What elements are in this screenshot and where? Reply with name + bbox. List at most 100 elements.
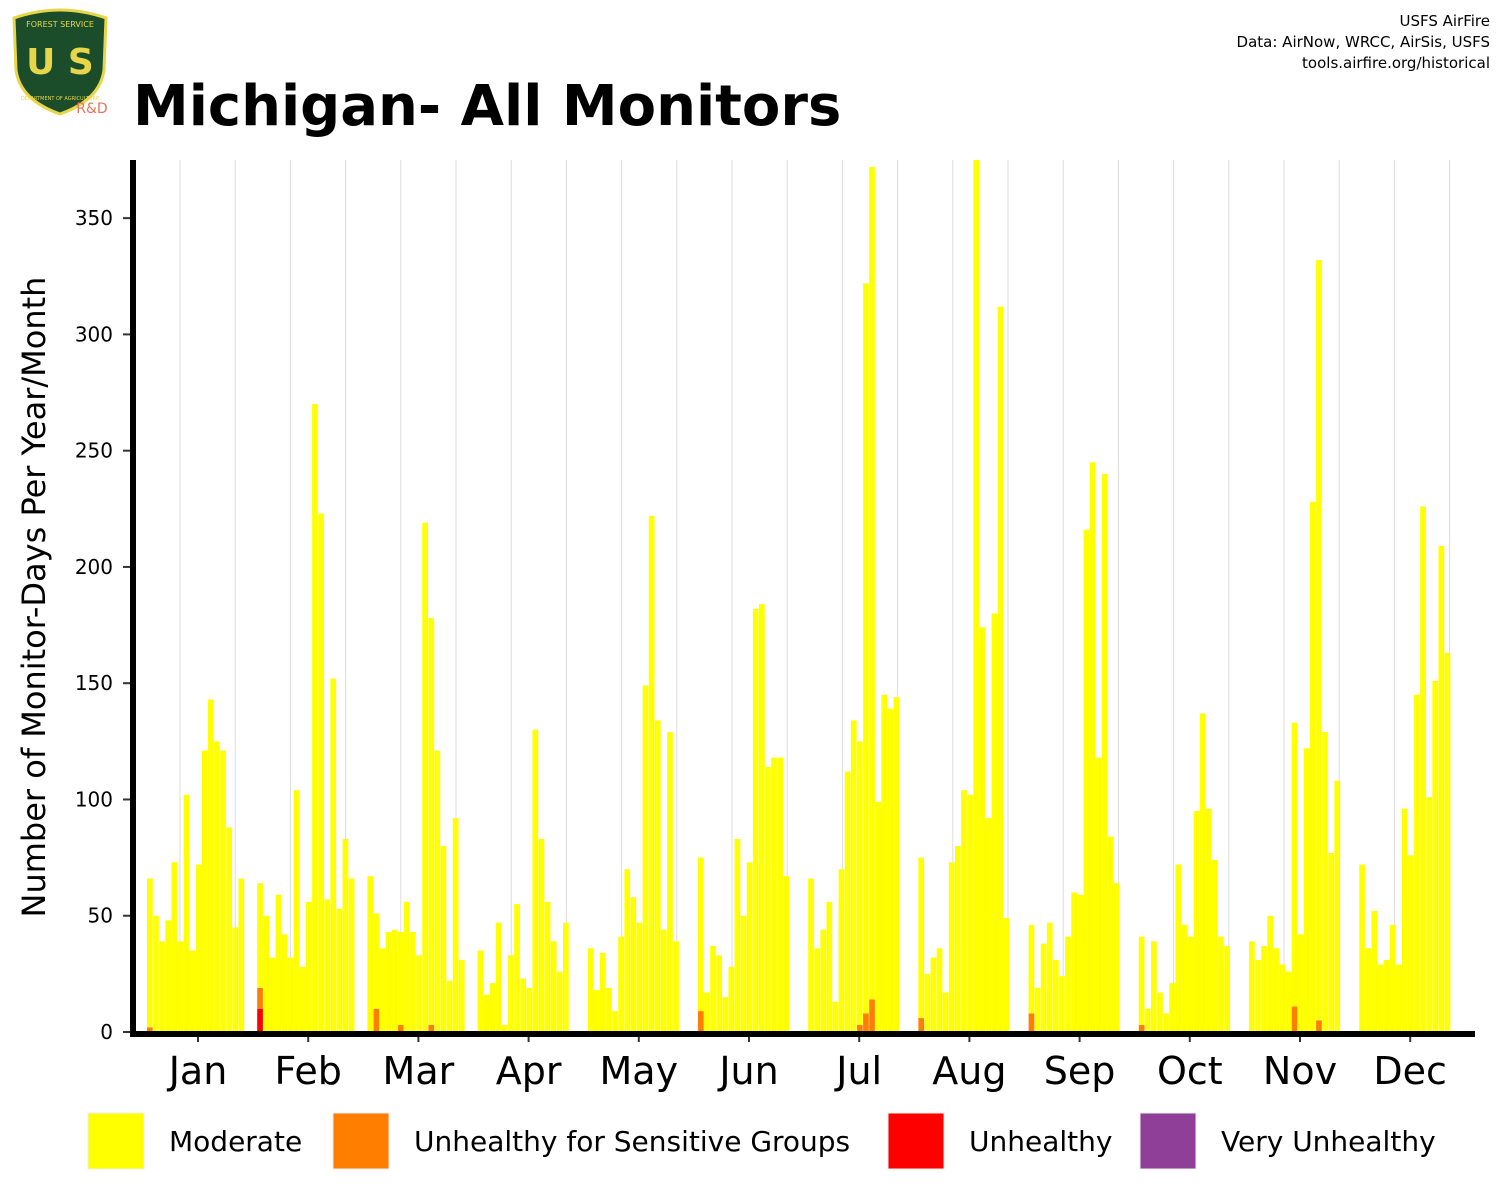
bar-segment: [458, 959, 465, 1032]
logo-bottom: DEPARTMENT OF AGRICULTURE: [21, 96, 99, 102]
bar-segment: [997, 306, 1004, 1033]
bar-segment: [226, 827, 232, 1032]
logo: FOREST SERVICE U S DEPARTMENT OF AGRICUL…: [12, 8, 108, 117]
bar-segment: [428, 618, 435, 1026]
bar-segment: [1138, 936, 1145, 1026]
bar-segment: [1034, 987, 1041, 1032]
bar-segment: [734, 838, 741, 1032]
bar-segment: [318, 513, 324, 1032]
bar-segment: [171, 862, 178, 1032]
bar-segment: [208, 699, 214, 1032]
bar-segment: [263, 915, 269, 1032]
bar-segment: [404, 901, 410, 1032]
legend-label: Very Unhealthy: [1221, 1125, 1436, 1158]
attribution: USFS AirFire: [1399, 12, 1490, 30]
bar-segment: [698, 1011, 704, 1032]
legend-label: Moderate: [169, 1125, 302, 1158]
bar-segment: [716, 955, 722, 1032]
bar-segment: [257, 987, 263, 1009]
bar-segment: [593, 990, 600, 1032]
bar-segment: [857, 1025, 863, 1032]
bar-segment: [1083, 529, 1090, 1032]
bar-segment: [1328, 852, 1334, 1032]
x-tick-label: Apr: [496, 1049, 562, 1093]
y-tick-label: 200: [75, 555, 113, 579]
bar-segment: [147, 878, 153, 1028]
bar-segment: [556, 971, 563, 1032]
bar-segment: [306, 901, 312, 1032]
bar-segment: [1365, 948, 1371, 1032]
bar-segment: [165, 920, 171, 1032]
attribution: tools.airfire.org/historical: [1302, 54, 1490, 72]
bar-segment: [1169, 983, 1175, 1032]
bar-segment: [287, 957, 294, 1032]
bar-segment: [887, 708, 894, 1032]
bar-segment: [814, 948, 820, 1032]
bar-segment: [942, 992, 949, 1032]
bar-segment: [850, 720, 857, 1032]
bar-segment: [1444, 652, 1451, 1032]
bar-segment: [1114, 883, 1120, 1032]
x-tick-label: Sep: [1044, 1049, 1116, 1093]
bar-segment: [416, 955, 422, 1032]
bar-segment: [147, 1027, 153, 1032]
bar-segment: [452, 818, 459, 1032]
bar-segment: [324, 899, 330, 1032]
bar-segment: [538, 838, 545, 1032]
bar-segment: [1138, 1025, 1145, 1032]
bar-segment: [514, 904, 520, 1032]
logo-shield: [12, 8, 108, 116]
bar-segment: [1077, 894, 1084, 1032]
bar-segment: [1199, 713, 1206, 1032]
bar-segment: [220, 750, 226, 1032]
bar-segment: [520, 978, 526, 1032]
bar-segment: [1107, 836, 1114, 1032]
y-tick-label: 100: [75, 787, 113, 811]
bar-segment: [1003, 918, 1010, 1032]
bar-segment: [1395, 964, 1402, 1032]
bar-segment: [1310, 501, 1316, 1033]
bar-segment: [924, 973, 931, 1032]
bar-segment: [1303, 748, 1310, 1032]
bar-segment: [1046, 922, 1053, 1032]
bar-segment: [771, 757, 777, 1032]
legend-swatch: [332, 1112, 390, 1170]
bar-segment: [269, 957, 276, 1032]
bar-segment: [1193, 811, 1200, 1032]
bar-segment: [201, 750, 208, 1032]
bar-segment: [618, 936, 624, 1032]
bar-segment: [1175, 864, 1182, 1032]
bar-segment: [985, 818, 992, 1032]
bar-segment: [1377, 964, 1384, 1032]
bar-segment: [648, 515, 655, 1032]
bar-segment: [844, 771, 851, 1032]
x-tick-label: Feb: [275, 1049, 342, 1093]
bar-segment: [1065, 936, 1071, 1032]
y-axis-label: Number of Monitor-Days Per Year/Month: [15, 277, 53, 918]
bar-segment: [1151, 941, 1157, 1032]
bar-segment: [1053, 959, 1059, 1032]
bar-segment: [1420, 506, 1426, 1032]
bar-segment: [312, 404, 318, 1032]
bar-segment: [863, 283, 869, 1014]
bar-segment: [214, 741, 220, 1032]
bar-segment: [1181, 925, 1188, 1032]
bar-segment: [232, 927, 239, 1032]
legend-swatch: [887, 1112, 945, 1170]
bar-segment: [838, 869, 845, 1032]
y-tick-label: 300: [75, 322, 113, 346]
bar-segment: [489, 983, 496, 1032]
bar-segment: [863, 1013, 869, 1032]
bar-segment: [1322, 732, 1328, 1032]
bar-segment: [508, 955, 514, 1032]
bar-segment: [373, 1008, 380, 1032]
y-tick-label: 50: [88, 904, 113, 928]
bar-segment: [661, 929, 667, 1032]
bar-segment: [746, 862, 753, 1032]
x-tick-label: Jan: [167, 1049, 228, 1093]
bar-segment: [330, 678, 337, 1032]
bar-segment: [1383, 959, 1390, 1032]
bar-segment: [961, 790, 967, 1032]
bar-segment: [532, 729, 539, 1032]
bar-segment: [1414, 694, 1420, 1032]
